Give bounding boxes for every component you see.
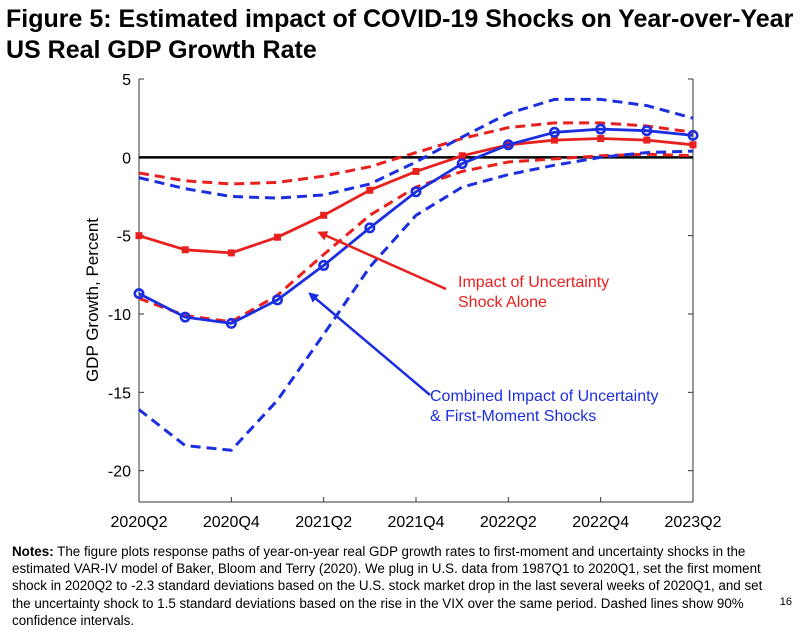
data-point xyxy=(318,259,330,271)
data-point xyxy=(687,129,699,141)
data-point xyxy=(364,222,376,234)
annotation-uncertainty: Impact of Uncertainty Shock Alone xyxy=(458,273,609,313)
data-point xyxy=(179,311,191,323)
series-3 xyxy=(133,123,699,329)
annotation-combined: Combined Impact of Uncertainty & First-M… xyxy=(430,387,659,427)
data-point xyxy=(181,246,189,254)
series-group xyxy=(133,97,699,452)
data-point xyxy=(548,126,560,138)
x-tick-label: 2020Q4 xyxy=(203,514,260,531)
series-4 xyxy=(138,97,694,200)
x-tick-label: 2021Q2 xyxy=(295,514,352,531)
annotation-uncertainty-line-2: Shock Alone xyxy=(458,294,547,311)
data-point xyxy=(271,294,283,306)
y-tick-label: -20 xyxy=(108,464,131,481)
data-point xyxy=(320,211,328,219)
x-tick-label: 2020Q2 xyxy=(111,514,168,531)
series-2 xyxy=(138,152,694,324)
data-point xyxy=(410,186,422,198)
data-point xyxy=(133,288,145,300)
annotation-arrow xyxy=(308,292,431,396)
figure-title-line-1: Figure 5: Estimated impact of COVID-19 S… xyxy=(6,5,794,33)
data-point xyxy=(135,232,143,240)
annotation-arrow xyxy=(317,231,447,291)
y-tick-label: -5 xyxy=(117,229,131,246)
data-point xyxy=(458,152,466,160)
y-tick-label: -10 xyxy=(108,307,131,324)
series-1 xyxy=(138,121,694,186)
y-tick-label: -15 xyxy=(108,385,131,402)
series-line xyxy=(138,121,694,186)
series-line xyxy=(138,127,694,325)
data-point xyxy=(641,125,653,137)
series-line xyxy=(138,97,694,200)
series-5 xyxy=(138,149,694,452)
x-tick-label: 2022Q4 xyxy=(572,514,629,531)
data-point xyxy=(456,158,468,170)
series-line xyxy=(138,149,694,452)
data-point xyxy=(225,317,237,329)
data-point xyxy=(502,139,514,151)
data-point xyxy=(227,249,235,257)
figure-notes: Notes: The figure plots response paths o… xyxy=(12,543,772,629)
data-point xyxy=(689,141,697,149)
axes: 5 0 -5 -10 -15 -20 2020Q2 2020Q4 2021Q2 2021Q4 202… xyxy=(108,72,722,531)
data-point xyxy=(551,136,558,144)
x-tick-label: 2023Q2 xyxy=(665,514,722,531)
annotation-uncertainty-line-1: Impact of Uncertainty xyxy=(458,274,610,291)
y-tick-label: 0 xyxy=(122,150,131,167)
annotation-combined-line-2: & First-Moment Shocks xyxy=(430,408,597,425)
data-point xyxy=(274,233,281,241)
x-tick-label: 2021Q4 xyxy=(388,514,445,531)
series-line xyxy=(138,152,694,324)
data-point xyxy=(366,186,374,194)
page-number: 16 xyxy=(779,596,792,608)
data-point xyxy=(597,135,605,143)
figure-title-line-2: US Real GDP Growth Rate xyxy=(6,36,317,64)
annotation-arrows xyxy=(308,231,447,396)
notes-text: The figure plots response paths of year-… xyxy=(12,544,763,628)
data-point xyxy=(412,167,420,175)
data-point xyxy=(595,123,607,135)
y-tick-label: 5 xyxy=(122,72,131,89)
figure-title: Figure 5: Estimated impact of COVID-19 S… xyxy=(6,4,796,66)
y-axis-label: GDP Growth, Percent xyxy=(83,218,102,382)
annotation-combined-line-1: Combined Impact of Uncertainty xyxy=(430,388,659,405)
x-tick-label: 2022Q2 xyxy=(480,514,537,531)
data-point xyxy=(643,136,651,144)
gdp-growth-chart: 5 0 -5 -10 -15 -20 2020Q2 2020Q4 2021Q2 2021Q4 202… xyxy=(83,72,722,531)
notes-label: Notes: xyxy=(12,544,54,559)
